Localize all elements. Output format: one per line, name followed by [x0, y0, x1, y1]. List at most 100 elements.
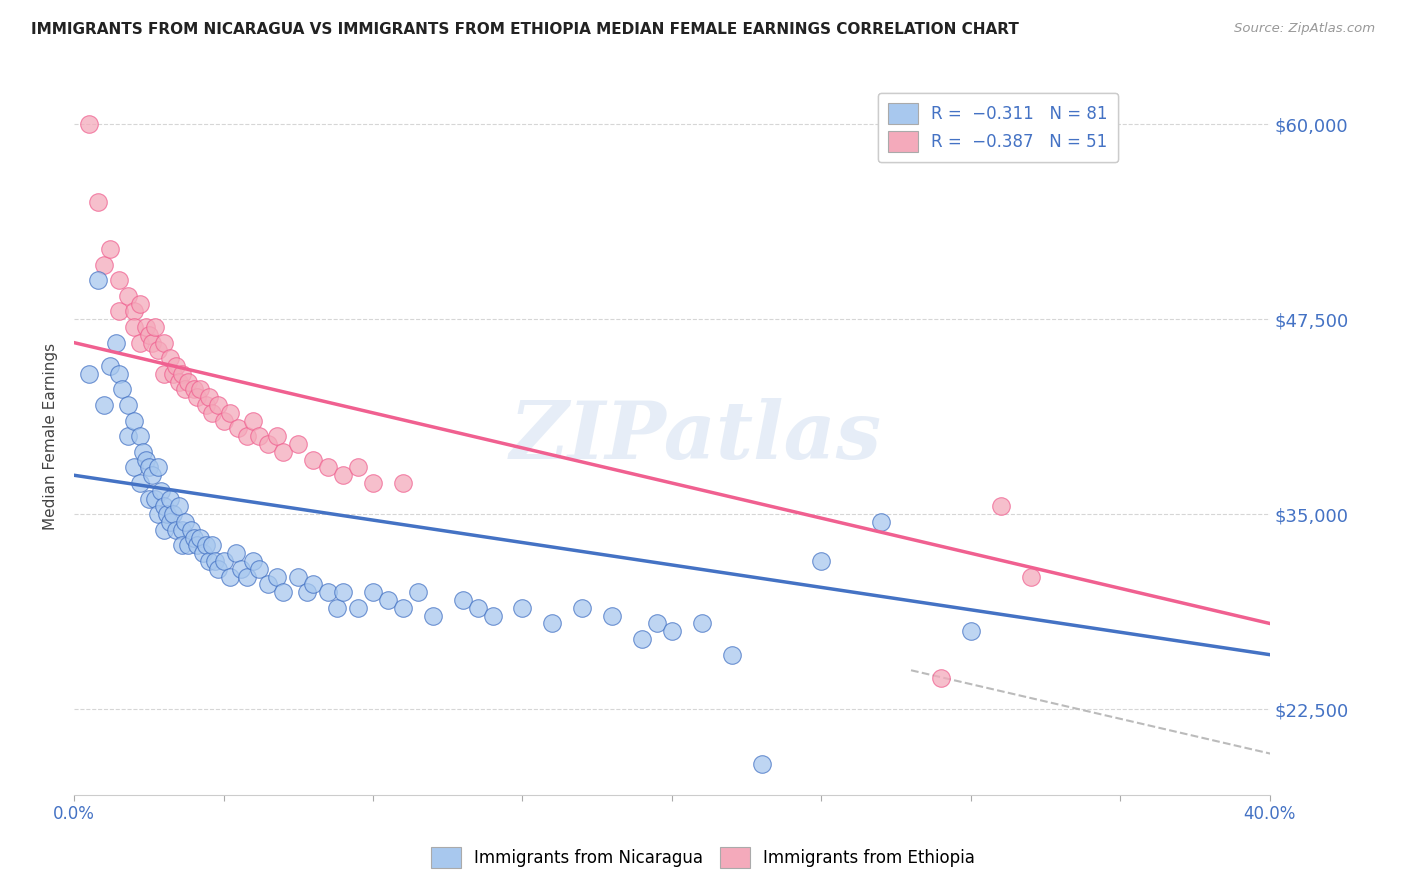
Point — [361, 585, 384, 599]
Point — [870, 515, 893, 529]
Point — [242, 414, 264, 428]
Point — [200, 538, 222, 552]
Point — [108, 367, 131, 381]
Point — [197, 554, 219, 568]
Point — [1019, 569, 1042, 583]
Point — [571, 600, 593, 615]
Point — [162, 508, 184, 522]
Point — [135, 320, 157, 334]
Point — [720, 648, 742, 662]
Point — [159, 515, 181, 529]
Point — [228, 421, 250, 435]
Point — [167, 500, 190, 514]
Point — [152, 500, 174, 514]
Point — [77, 367, 100, 381]
Point — [392, 600, 415, 615]
Point — [273, 585, 295, 599]
Point — [302, 577, 325, 591]
Text: Source: ZipAtlas.com: Source: ZipAtlas.com — [1234, 22, 1375, 36]
Point — [316, 585, 339, 599]
Point — [467, 600, 489, 615]
Point — [93, 258, 115, 272]
Point — [186, 538, 208, 552]
Point — [302, 452, 325, 467]
Point — [141, 468, 163, 483]
Point — [176, 375, 198, 389]
Point — [236, 429, 259, 443]
Point — [159, 351, 181, 366]
Point — [146, 508, 169, 522]
Point — [194, 398, 217, 412]
Point — [751, 756, 773, 771]
Point — [156, 508, 179, 522]
Y-axis label: Median Female Earnings: Median Female Earnings — [44, 343, 58, 530]
Point — [138, 491, 160, 506]
Point — [152, 523, 174, 537]
Point — [631, 632, 654, 646]
Point — [111, 383, 134, 397]
Point — [152, 367, 174, 381]
Point — [347, 460, 370, 475]
Point — [183, 531, 205, 545]
Point — [170, 538, 193, 552]
Legend: R =  −0.311   N = 81, R =  −0.387   N = 51: R = −0.311 N = 81, R = −0.387 N = 51 — [879, 93, 1118, 162]
Point — [541, 616, 564, 631]
Point — [392, 476, 415, 491]
Text: ZIPatlas: ZIPatlas — [510, 398, 882, 475]
Point — [197, 390, 219, 404]
Point — [77, 117, 100, 131]
Point — [132, 445, 155, 459]
Point — [257, 577, 280, 591]
Point — [143, 491, 166, 506]
Point — [141, 335, 163, 350]
Point — [104, 335, 127, 350]
Point — [128, 296, 150, 310]
Point — [152, 335, 174, 350]
Point — [287, 569, 309, 583]
Point — [347, 600, 370, 615]
Point — [170, 523, 193, 537]
Point — [810, 554, 832, 568]
Point — [165, 523, 187, 537]
Point — [600, 608, 623, 623]
Point — [661, 624, 683, 639]
Point — [117, 429, 139, 443]
Point — [249, 562, 271, 576]
Point — [135, 452, 157, 467]
Point — [167, 375, 190, 389]
Point — [143, 320, 166, 334]
Point — [117, 289, 139, 303]
Point — [512, 600, 534, 615]
Point — [122, 320, 145, 334]
Point — [207, 398, 229, 412]
Point — [138, 460, 160, 475]
Point — [162, 367, 184, 381]
Point — [236, 569, 259, 583]
Point — [146, 460, 169, 475]
Point — [645, 616, 668, 631]
Point — [266, 569, 288, 583]
Point — [122, 304, 145, 318]
Point — [326, 600, 349, 615]
Point — [481, 608, 503, 623]
Point — [231, 562, 253, 576]
Point — [297, 585, 319, 599]
Point — [273, 445, 295, 459]
Point — [224, 546, 246, 560]
Point — [361, 476, 384, 491]
Point — [204, 554, 226, 568]
Point — [212, 414, 235, 428]
Point — [108, 304, 131, 318]
Point — [218, 406, 240, 420]
Point — [98, 359, 121, 373]
Point — [249, 429, 271, 443]
Point — [287, 437, 309, 451]
Point — [200, 406, 222, 420]
Point — [990, 500, 1012, 514]
Point — [98, 242, 121, 256]
Point — [180, 523, 202, 537]
Point — [146, 343, 169, 358]
Point — [188, 531, 211, 545]
Point — [332, 468, 354, 483]
Point — [266, 429, 288, 443]
